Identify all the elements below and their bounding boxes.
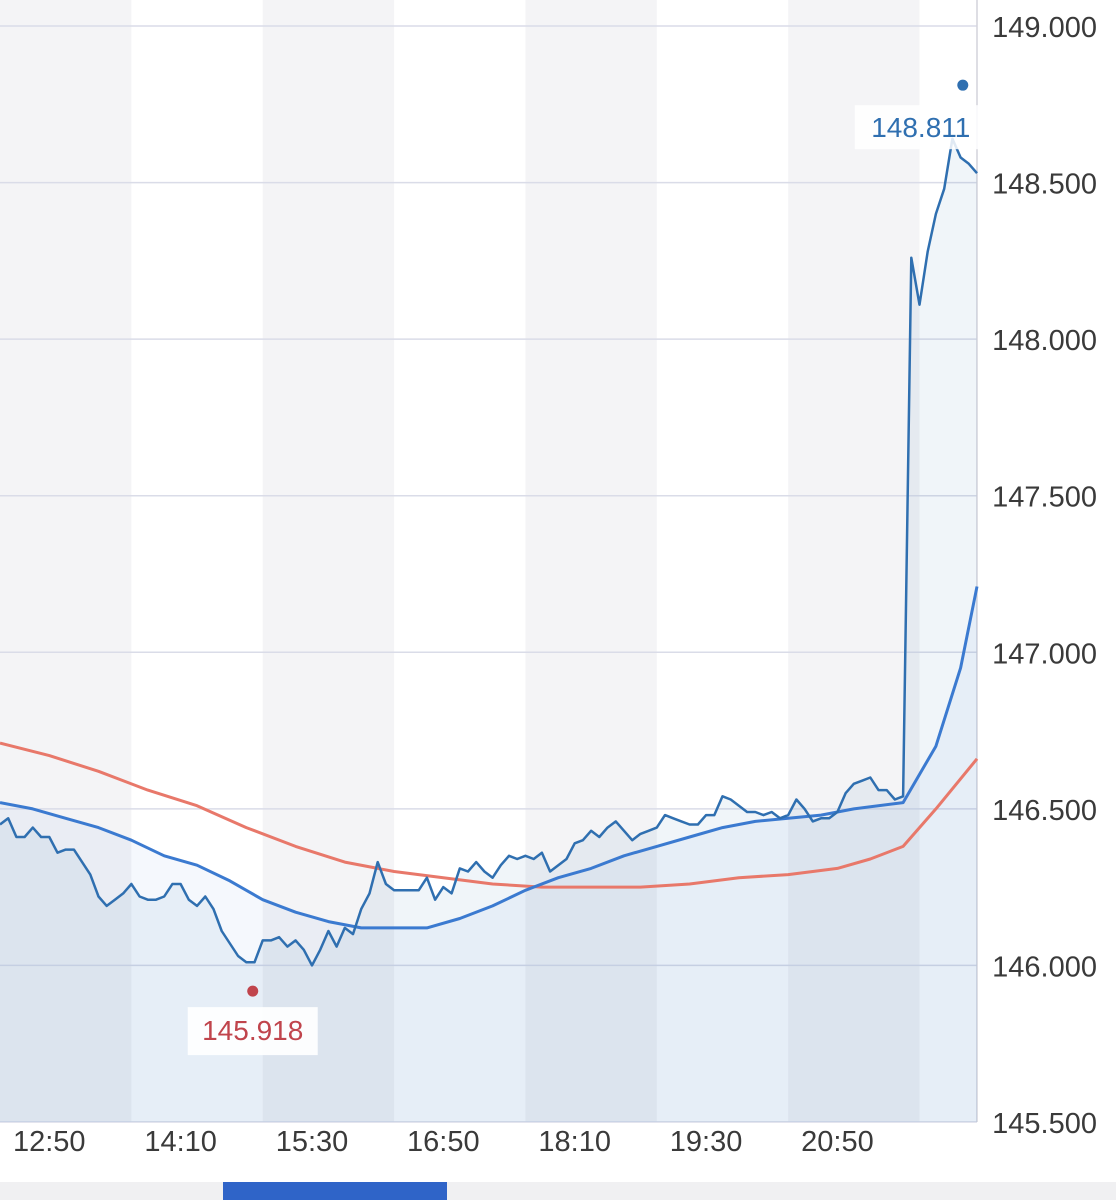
x-tick-label: 15:30: [276, 1126, 349, 1158]
y-tick-label: 145.500: [992, 1108, 1097, 1140]
y-tick-label: 148.500: [992, 169, 1097, 201]
y-tick-label: 147.500: [992, 482, 1097, 514]
high-marker: [957, 80, 968, 91]
x-tick-label: 19:30: [670, 1126, 743, 1158]
y-tick-label: 147.000: [992, 638, 1097, 670]
low-value-label: 145.918: [202, 1015, 303, 1046]
x-tick-label: 12:50: [13, 1126, 86, 1158]
x-tick-label: 16:50: [407, 1126, 480, 1158]
x-axis-ticks: 12:50 14:10 15:30 16:50 18:10 19:30 20:50: [13, 1126, 874, 1158]
scrollbar-thumb[interactable]: [223, 1182, 447, 1200]
scrollbar-track[interactable]: [0, 1182, 1116, 1200]
x-tick-label: 18:10: [538, 1126, 611, 1158]
high-value-label: 148.811: [871, 112, 970, 143]
y-tick-label: 146.500: [992, 795, 1097, 827]
y-tick-label: 146.000: [992, 951, 1097, 983]
x-tick-label: 14:10: [144, 1126, 217, 1158]
y-tick-label: 148.000: [992, 325, 1097, 357]
low-marker: [247, 986, 258, 997]
y-tick-label: 149.000: [992, 12, 1097, 44]
x-tick-label: 20:50: [801, 1126, 874, 1158]
